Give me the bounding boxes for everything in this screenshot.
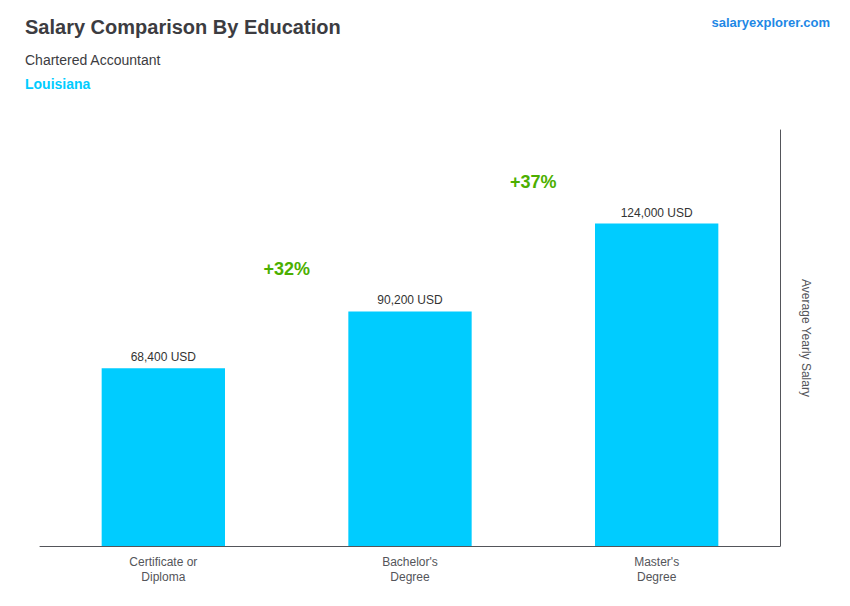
svg-text:+32%: +32%: [263, 259, 310, 279]
svg-text:Master's: Master's: [634, 555, 679, 569]
svg-text:124,000 USD: 124,000 USD: [621, 206, 693, 220]
svg-text:Degree: Degree: [390, 570, 430, 584]
svg-text:Salary Comparison By Education: Salary Comparison By Education: [25, 16, 341, 38]
svg-text:Certificate or: Certificate or: [129, 555, 197, 569]
svg-text:salaryexplorer.com: salaryexplorer.com: [711, 15, 830, 30]
svg-text:68,400 USD: 68,400 USD: [131, 350, 197, 364]
svg-text:Louisiana: Louisiana: [25, 76, 91, 92]
svg-text:Diploma: Diploma: [141, 570, 185, 584]
svg-text:Degree: Degree: [637, 570, 677, 584]
svg-text:90,200 USD: 90,200 USD: [377, 293, 443, 307]
svg-text:+37%: +37%: [510, 172, 557, 192]
svg-text:Average Yearly Salary: Average Yearly Salary: [799, 279, 813, 397]
svg-text:Bachelor's: Bachelor's: [382, 555, 438, 569]
svg-text:Chartered Accountant: Chartered Accountant: [25, 52, 161, 68]
